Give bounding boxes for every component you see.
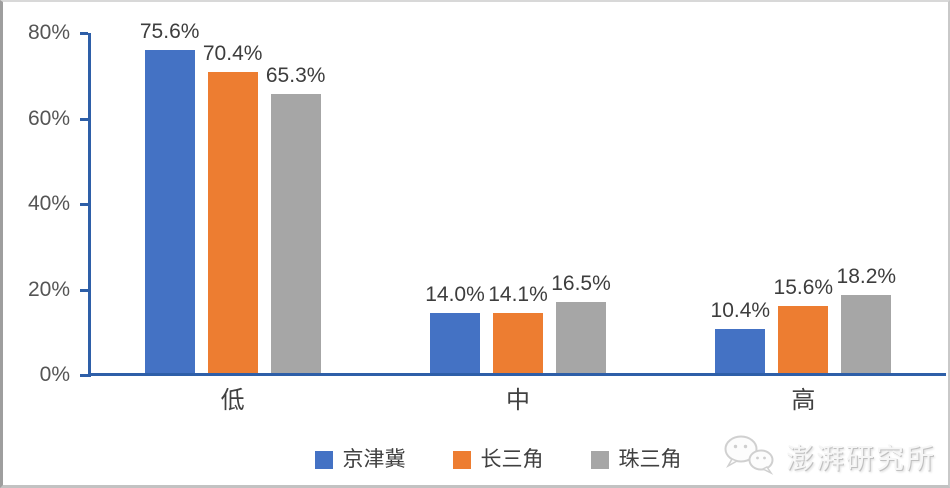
bar-value-label: 65.3%	[265, 63, 326, 87]
bar-series2-cat1	[207, 72, 258, 373]
watermark: 澎湃研究所	[720, 432, 936, 481]
bar-series2-cat3	[778, 306, 829, 373]
y-axis-tick	[80, 32, 88, 35]
x-axis-line	[88, 373, 946, 376]
y-axis-label: 20%	[27, 277, 70, 301]
legend-label: 珠三角	[618, 448, 682, 471]
y-axis-label: 0%	[39, 363, 70, 386]
bar-value-label: 18.2%	[836, 265, 897, 289]
x-axis-category-label: 高	[791, 387, 816, 414]
y-axis-tick	[80, 117, 88, 121]
bar-series3-cat1	[270, 93, 321, 373]
legend-item-series3: 珠三角	[590, 448, 682, 471]
legend-swatch	[314, 451, 333, 469]
legend-label: 长三角	[480, 448, 544, 471]
bar-value-label: 70.4%	[202, 42, 263, 66]
bar-value-label: 75.6%	[139, 19, 200, 43]
x-axis-category-label: 低	[220, 387, 245, 414]
legend-label: 京津冀	[342, 448, 406, 471]
legend-swatch	[590, 451, 609, 469]
bar-series1-cat3	[715, 328, 766, 373]
legend: 京津冀 长三角 珠三角	[3, 449, 948, 471]
legend-item-series2: 长三角	[452, 448, 544, 471]
bar-series3-cat2	[556, 302, 606, 373]
legend-swatch	[452, 451, 471, 469]
bar-series1-cat2	[430, 313, 480, 373]
bar-value-label: 14.1%	[488, 282, 548, 306]
legend-item-series1: 京津冀	[314, 448, 406, 471]
bar-value-label: 14.0%	[425, 283, 485, 307]
bar-value-label: 10.4%	[710, 298, 771, 322]
wechat-bubbles-icon	[720, 432, 778, 481]
y-axis-label: 40%	[27, 192, 70, 215]
bar-series1-cat1	[144, 49, 195, 373]
plot-area: 0% 20% 40% 60% 80% 75.6% 70.4% 65.3% 低 14.0% 14.1%…	[3, 2, 948, 485]
y-axis-tick	[80, 288, 88, 292]
bar-value-label: 16.5%	[551, 272, 611, 296]
bar-series2-cat2	[493, 312, 543, 373]
y-axis-label: 80%	[27, 21, 70, 44]
y-axis-label: 60%	[27, 106, 70, 130]
y-axis-tick	[80, 374, 88, 377]
x-axis-category-label: 中	[506, 387, 530, 414]
watermark-text: 澎湃研究所	[785, 442, 936, 474]
y-axis-line	[88, 33, 91, 377]
bar-value-label: 15.6%	[773, 276, 834, 300]
bar-series3-cat3	[841, 295, 892, 373]
y-axis-tick	[80, 203, 88, 206]
